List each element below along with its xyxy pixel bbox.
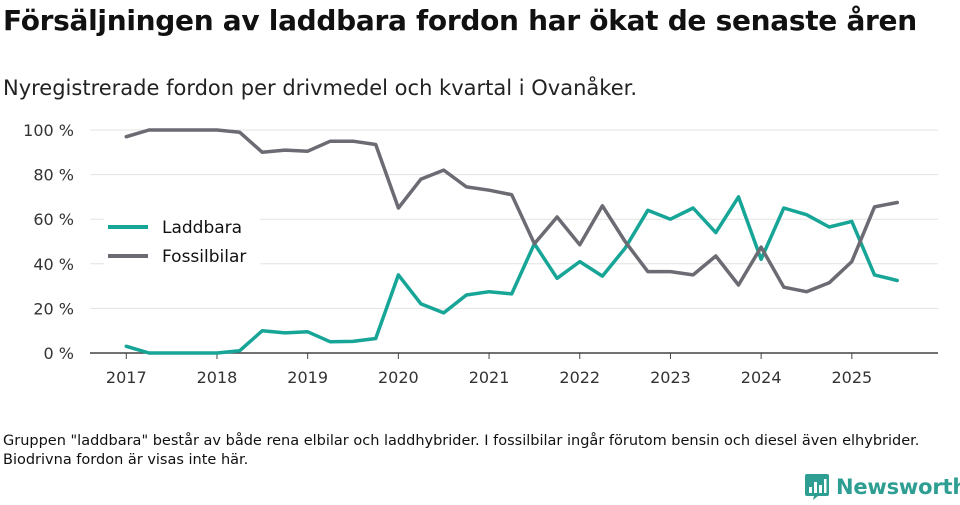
y-tick-label: 80 % bbox=[33, 166, 74, 185]
x-tick-label: 2018 bbox=[197, 368, 238, 387]
legend-background bbox=[104, 217, 260, 239]
legend: Laddbara Fossilbilar bbox=[104, 217, 260, 268]
brand-name: Newsworthy bbox=[836, 475, 960, 499]
x-tick-label: 2022 bbox=[559, 368, 600, 387]
x-axis: 2017 2018 2019 2020 2021 2022 2023 2024 2025 bbox=[90, 352, 938, 387]
series-lines bbox=[124, 128, 899, 355]
legend-label: Laddbara bbox=[162, 218, 242, 238]
y-tick-label: 40 % bbox=[33, 255, 74, 274]
line-chart: 0 % 20 % 40 % 60 % 80 % 100 % 2017 2018 2019 202… bbox=[23, 121, 938, 387]
newsworthy-logo: Newsworthy bbox=[804, 473, 960, 501]
series-line-laddbara bbox=[124, 195, 899, 355]
x-tick-label: 2020 bbox=[378, 368, 419, 387]
x-tick-label: 2019 bbox=[287, 368, 328, 387]
y-tick-label: 100 % bbox=[23, 121, 74, 140]
y-tick-label: 0 % bbox=[44, 344, 74, 363]
footnote: Gruppen "laddbara" består av både rena e… bbox=[3, 433, 920, 468]
bar-chart-icon bbox=[805, 474, 829, 500]
chart-title: Försäljningen av laddbara fordon har öka… bbox=[3, 4, 917, 37]
x-tick-label: 2024 bbox=[741, 368, 782, 387]
series-line-fossilbilar bbox=[124, 128, 899, 294]
legend-background bbox=[104, 246, 260, 268]
y-tick-label: 20 % bbox=[33, 299, 74, 318]
y-tick-label: 60 % bbox=[33, 210, 74, 229]
x-tick-label: 2025 bbox=[831, 368, 872, 387]
chart-subtitle: Nyregistrerade fordon per drivmedel och … bbox=[3, 76, 637, 100]
y-axis-tick-labels: 0 % 20 % 40 % 60 % 80 % 100 % bbox=[23, 121, 74, 363]
x-tick-label: 2023 bbox=[650, 368, 691, 387]
x-tick-label: 2021 bbox=[469, 368, 510, 387]
x-tick-label: 2017 bbox=[106, 368, 147, 387]
legend-label: Fossilbilar bbox=[162, 247, 246, 267]
